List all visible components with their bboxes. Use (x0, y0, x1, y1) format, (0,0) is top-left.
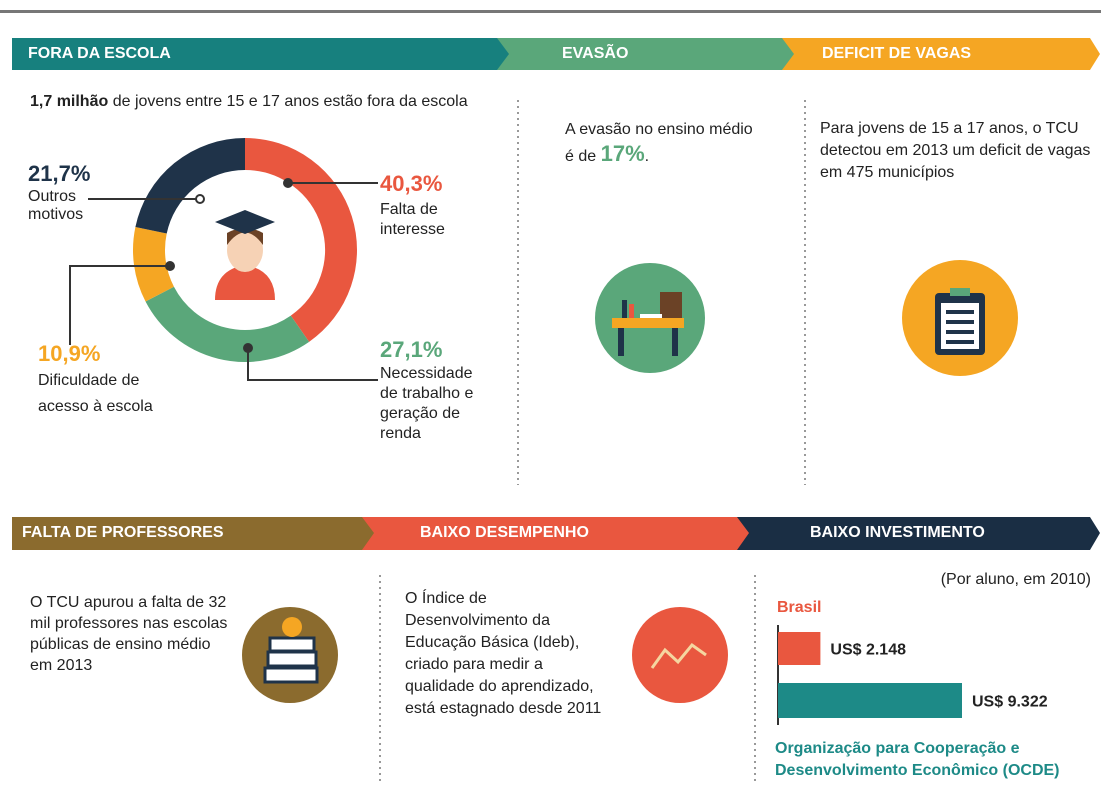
bar-category: Brasil (777, 599, 822, 616)
donut-segment (145, 286, 310, 362)
pct-label: 27,1% (380, 337, 443, 362)
banner-title: FALTA DE PROFESSORES (22, 524, 224, 541)
banner-title: BAIXO DESEMPENHO (420, 524, 589, 541)
bar-category: Organização para Cooperação e Desenvolvi… (775, 740, 1060, 779)
bar-value-label: US$ 2.148 (830, 642, 906, 659)
text: A evasão no ensino médio é de (565, 121, 753, 165)
category-label: Dificuldade de acesso à escola (38, 372, 153, 415)
banner-title: EVASÃO (562, 45, 629, 62)
text: . (644, 148, 650, 165)
top-rule (0, 10, 1101, 13)
chart-icon (632, 607, 728, 703)
banner (737, 517, 1100, 550)
banner-title: BAIXO INVESTIMENTO (810, 524, 985, 541)
banner-title: DEFICIT DE VAGAS (822, 45, 972, 62)
pct-label: 40,3% (380, 171, 443, 196)
intro-text: de jovens entre 15 e 17 anos estão fora … (108, 93, 468, 110)
banner (12, 517, 382, 550)
subtitle: (Por aluno, em 2010) (940, 571, 1091, 588)
banner (782, 38, 1100, 70)
donut (133, 138, 357, 362)
banner (12, 38, 517, 70)
donut-segment (135, 138, 246, 235)
banner (362, 517, 757, 550)
evasao-text: A evasão no ensino médio é de 17%. (565, 118, 755, 169)
category-label: Necessidade de trabalho e geração de ren… (380, 365, 474, 442)
banner (497, 38, 802, 70)
pct-label: 21,7% (28, 161, 91, 186)
donut-segment (244, 138, 357, 342)
bar-chart: US$ 2.148 US$ 9.322 (777, 625, 1048, 725)
desempenho-text: O Índice de Desenvolvimento da Educação … (405, 590, 602, 717)
donut-segment (133, 226, 175, 302)
separators (379, 100, 806, 785)
bar-value-label: US$ 9.322 (972, 694, 1048, 711)
intro-bold: 1,7 milhão (30, 93, 109, 110)
professores-text: O TCU apurou a falta de 32 mil professor… (30, 594, 228, 674)
student-icon (215, 210, 275, 300)
bar (778, 683, 962, 718)
clipboard-icon (902, 260, 1018, 376)
connectors (69, 178, 378, 381)
deficit-text: Para jovens de 15 a 17 anos, o TCU detec… (820, 120, 1091, 181)
pct-label: 10,9% (38, 341, 101, 366)
category-label: Falta de interesse (380, 201, 445, 238)
category-label: Outros motivos (28, 188, 84, 223)
books-icon (242, 607, 338, 703)
highlight: 17% (600, 141, 645, 166)
bar (778, 632, 821, 665)
desk-icon (595, 263, 705, 373)
intro: 1,7 milhão de jovens entre 15 e 17 anos … (30, 92, 490, 112)
banner-title: FORA DA ESCOLA (28, 45, 171, 62)
